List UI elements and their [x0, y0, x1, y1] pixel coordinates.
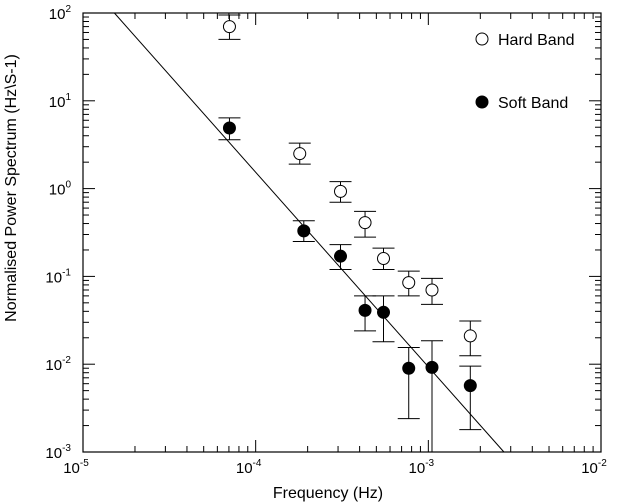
- x-tick-label: 10-2: [581, 458, 607, 477]
- soft-band-point: [358, 303, 372, 317]
- y-tick-label: 10-2: [45, 355, 71, 374]
- legend-label: Hard Band: [498, 32, 575, 49]
- legend-marker: [475, 32, 489, 46]
- soft-band-point: [377, 305, 391, 319]
- y-tick-label: 102: [49, 4, 72, 23]
- y-axis-label: Normalised Power Spectrum (Hz\S-1): [3, 54, 20, 322]
- soft-band-point: [425, 360, 439, 374]
- soft-band-point: [334, 249, 348, 263]
- soft-band-point: [297, 224, 311, 238]
- x-tick-label: 10-3: [409, 458, 435, 477]
- hard-band-point: [358, 216, 372, 230]
- plot-frame: [82, 12, 602, 453]
- legend-marker: [475, 95, 489, 109]
- legend: Hard Band Soft Band: [475, 32, 575, 112]
- x-tick-label: 10-4: [236, 458, 262, 477]
- hard-band-point: [222, 20, 236, 34]
- hard-band-point: [334, 184, 348, 198]
- hard-band-point: [377, 251, 391, 265]
- points-layer: [218, 14, 482, 453]
- hard-band-point: [293, 147, 307, 161]
- y-tick-label: 10-3: [45, 443, 71, 462]
- y-tick-label: 10-1: [45, 267, 71, 286]
- hard-band-point: [402, 276, 416, 290]
- soft-band-point: [222, 121, 236, 135]
- hard-band-point: [463, 329, 477, 343]
- hard-band-point: [425, 283, 439, 297]
- soft-band-point: [402, 361, 416, 375]
- soft-band-point: [463, 379, 477, 393]
- legend-label: Soft Band: [498, 95, 568, 112]
- y-tick-label: 101: [49, 92, 72, 111]
- x-axis-label: Frequency (Hz): [273, 485, 383, 502]
- y-tick-label: 100: [49, 180, 72, 199]
- x-tick-label: 10-5: [63, 458, 89, 477]
- axes-layer: 10-5 10-4 10-3 10-2 10-3 10-2 10-1 100 101 102: [45, 4, 607, 477]
